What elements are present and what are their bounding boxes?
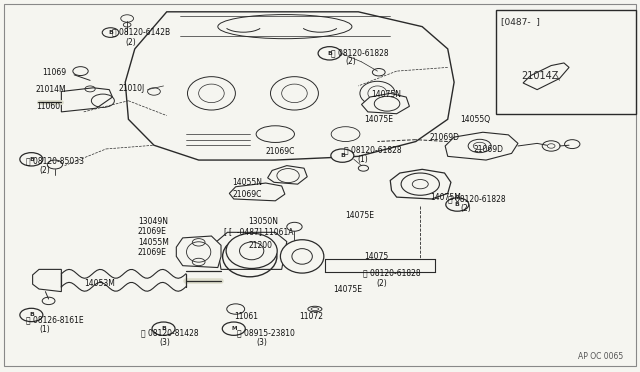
Ellipse shape: [280, 240, 324, 273]
Text: 13050N: 13050N: [248, 217, 278, 226]
Text: 14075M: 14075M: [430, 193, 461, 202]
Text: B: B: [108, 30, 113, 35]
Circle shape: [446, 198, 468, 211]
Text: 14055Q: 14055Q: [461, 115, 491, 124]
Text: 21069D: 21069D: [430, 133, 460, 142]
Text: B: B: [327, 51, 332, 56]
Text: 21069E: 21069E: [138, 248, 167, 257]
Text: (1): (1): [357, 155, 368, 164]
Text: 14075: 14075: [365, 252, 389, 261]
Text: (3): (3): [256, 337, 267, 347]
Text: (3): (3): [159, 337, 170, 347]
Circle shape: [102, 28, 119, 37]
Polygon shape: [445, 132, 518, 160]
Text: 14075E: 14075E: [346, 211, 374, 220]
Text: [: [: [223, 227, 226, 237]
Text: M: M: [231, 326, 237, 331]
Text: 21014M: 21014M: [36, 85, 67, 94]
Text: 11069: 11069: [42, 68, 67, 77]
Text: Ⓑ 08120-61828: Ⓑ 08120-61828: [332, 48, 389, 57]
Text: 14075E: 14075E: [365, 115, 394, 124]
Text: 11061: 11061: [234, 312, 258, 321]
Polygon shape: [362, 93, 410, 114]
Text: B: B: [29, 312, 34, 317]
Ellipse shape: [226, 233, 277, 269]
Text: 11060: 11060: [36, 102, 60, 111]
Text: 13049N: 13049N: [138, 217, 168, 226]
Text: 21069C: 21069C: [266, 147, 295, 156]
Circle shape: [152, 322, 175, 335]
Text: 21014Z: 21014Z: [521, 71, 559, 81]
Text: B: B: [161, 326, 166, 331]
Text: Ⓜ 08915-23810: Ⓜ 08915-23810: [237, 328, 295, 337]
Text: 14053M: 14053M: [84, 279, 115, 288]
Bar: [495, 10, 636, 114]
Text: Ⓑ 08120-61828: Ⓑ 08120-61828: [448, 195, 506, 203]
Ellipse shape: [401, 173, 440, 195]
Circle shape: [20, 308, 43, 322]
Polygon shape: [268, 166, 307, 184]
Text: 14075E: 14075E: [333, 285, 362, 294]
Text: (2): (2): [461, 205, 471, 214]
Text: B: B: [29, 157, 34, 162]
Polygon shape: [216, 232, 287, 269]
Circle shape: [331, 149, 354, 162]
Text: Ⓑ 08120-61828: Ⓑ 08120-61828: [364, 269, 421, 278]
Text: AP OC 0065: AP OC 0065: [578, 352, 623, 361]
Text: [0487-  ]: [0487- ]: [500, 17, 540, 26]
Text: Ⓑ 08120-61828: Ⓑ 08120-61828: [344, 145, 402, 154]
Text: B: B: [340, 153, 345, 158]
Text: 21010J: 21010J: [119, 84, 145, 93]
Text: (1): (1): [39, 325, 50, 334]
Text: 14075N: 14075N: [371, 90, 401, 99]
Text: Ⓑ 08120-85033: Ⓑ 08120-85033: [26, 156, 84, 165]
Text: (2): (2): [39, 166, 50, 175]
Circle shape: [318, 46, 341, 60]
Text: 14055N: 14055N: [232, 178, 262, 187]
Text: 11072: 11072: [300, 312, 324, 321]
Circle shape: [20, 153, 43, 166]
Text: B: B: [455, 202, 460, 207]
Polygon shape: [229, 183, 285, 201]
Text: [  -0487] 11061A: [ -0487] 11061A: [229, 227, 294, 237]
Text: 21200: 21200: [248, 241, 273, 250]
Text: (2): (2): [125, 38, 136, 47]
Polygon shape: [176, 236, 221, 267]
Text: 21069C: 21069C: [232, 190, 262, 199]
Text: Ⓑ 08120-81428: Ⓑ 08120-81428: [141, 328, 199, 337]
Polygon shape: [390, 169, 451, 199]
Text: Ⓑ 08126-8161E: Ⓑ 08126-8161E: [26, 316, 84, 325]
Text: Ⓑ 08120-6142B: Ⓑ 08120-6142B: [113, 28, 171, 37]
Text: (2): (2): [376, 279, 387, 288]
Text: (2): (2): [346, 57, 356, 66]
Circle shape: [222, 322, 245, 335]
Text: 21069E: 21069E: [138, 227, 167, 237]
Text: 14055M: 14055M: [138, 238, 169, 247]
Text: 21069D: 21069D: [473, 145, 503, 154]
